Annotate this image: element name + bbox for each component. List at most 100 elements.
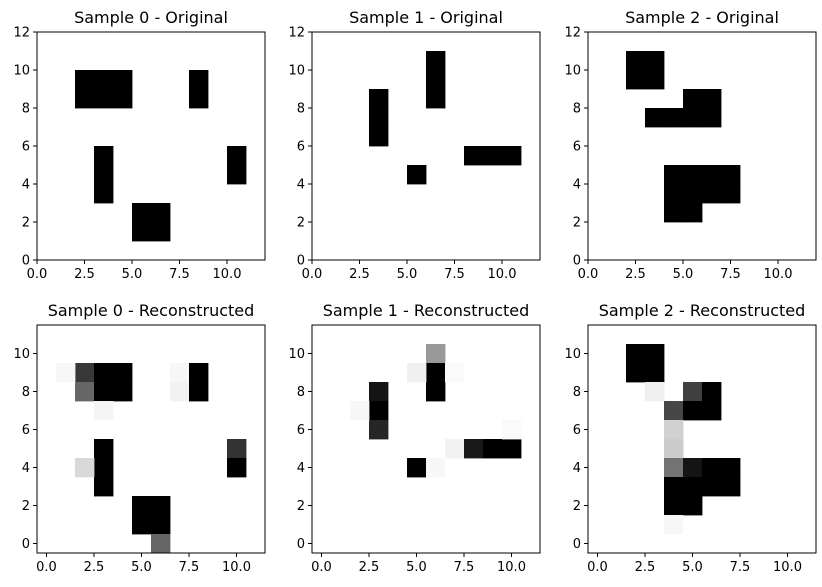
x-tick-label: 0.0 <box>302 267 323 282</box>
chart-panel-5: 0.0 2.5 5.0 7.5 10.0 0 2 4 6 8 10 Sample 2 - Recons… <box>564 301 817 575</box>
y-tick-label: 12 <box>13 26 30 41</box>
heatmap-cell <box>426 344 446 364</box>
x-tick-label: 10.0 <box>488 267 517 282</box>
x-tick-label: 2.5 <box>625 267 646 282</box>
heatmap-cell <box>645 70 665 90</box>
chart-panel-2: 0.0 2.5 5.0 7.5 10.0 0 2 4 6 8 10 12 Sample 2 - Orig… <box>564 8 817 282</box>
heatmap-cell <box>426 89 446 109</box>
heatmap-cell <box>664 458 684 478</box>
heatmap-cell <box>721 184 741 204</box>
axes-frame <box>36 324 266 554</box>
y-tick-label: 10 <box>13 64 30 79</box>
heatmap-cell <box>664 439 684 459</box>
heatmap-cell <box>683 203 703 223</box>
axes-frame <box>587 31 817 261</box>
heatmap-cell <box>94 184 114 204</box>
heatmap-cell <box>56 363 76 383</box>
heatmap-cell <box>426 382 446 402</box>
heatmap-cell <box>94 165 114 185</box>
heatmap-cell <box>664 496 684 516</box>
heatmap-cell <box>702 401 722 421</box>
heatmap-cell <box>702 165 722 185</box>
x-tick-label: 7.5 <box>454 560 475 575</box>
heatmap-cell <box>664 401 684 421</box>
heatmap-cell <box>683 458 703 478</box>
heatmap-cell <box>227 165 247 185</box>
heatmap-cell <box>189 70 209 90</box>
heatmap-cell <box>369 382 389 402</box>
y-tick-label: 4 <box>297 178 305 193</box>
heatmap-cell <box>683 89 703 109</box>
x-tick-label: 10.0 <box>764 267 793 282</box>
x-tick-label: 7.5 <box>444 267 465 282</box>
y-tick-label: 10 <box>288 347 305 362</box>
y-tick-label: 6 <box>297 423 305 438</box>
y-tick-label: 0 <box>297 254 305 269</box>
heatmap-cell <box>721 458 741 478</box>
heatmap-cell <box>94 363 114 383</box>
heatmap-cell <box>75 70 95 90</box>
heatmap-cell <box>132 515 152 535</box>
x-tick-label: 2.5 <box>74 267 95 282</box>
x-tick-label: 5.0 <box>406 560 427 575</box>
chart-title: Sample 2 - Reconstructed <box>599 301 806 320</box>
axes-frame <box>311 324 541 554</box>
heatmap-cell <box>664 184 684 204</box>
heatmap-cell <box>721 165 741 185</box>
heatmap-cell <box>94 458 114 478</box>
y-tick-label: 8 <box>297 385 305 400</box>
heatmap-cell <box>75 382 95 402</box>
x-tick-label: 10.0 <box>213 267 242 282</box>
heatmap-cell <box>350 401 370 421</box>
heatmap-cell <box>702 477 722 497</box>
x-tick-label: 10.0 <box>497 560 526 575</box>
heatmap-cell <box>369 127 389 147</box>
y-tick-label: 4 <box>573 178 581 193</box>
heatmap-cell <box>113 382 133 402</box>
chart-panel-1: 0.0 2.5 5.0 7.5 10.0 0 2 4 6 8 10 12 Sample 1 - Orig… <box>288 8 541 282</box>
heatmap-cell <box>189 89 209 109</box>
heatmap-cell <box>94 477 114 497</box>
heatmap-cell <box>227 146 247 166</box>
heatmap-cell <box>189 382 209 402</box>
heatmap-cell <box>94 89 114 109</box>
heatmap-cell <box>113 70 133 90</box>
heatmap-cell <box>94 382 114 402</box>
y-tick-label: 6 <box>573 423 581 438</box>
x-tick-label: 7.5 <box>720 267 741 282</box>
y-tick-label: 6 <box>22 140 30 155</box>
x-tick-label: 7.5 <box>730 560 751 575</box>
chart-title: Sample 1 - Original <box>349 8 503 27</box>
heatmap-cell <box>407 458 427 478</box>
x-tick-label: 2.5 <box>84 560 105 575</box>
heatmap-cell <box>151 496 171 516</box>
heatmap-cell <box>151 534 171 554</box>
heatmap-cell <box>369 89 389 109</box>
heatmap-cell <box>683 477 703 497</box>
heatmap-cell <box>94 401 114 421</box>
y-tick-label: 8 <box>22 385 30 400</box>
heatmap-cell <box>683 496 703 516</box>
heatmap-cell <box>664 165 684 185</box>
y-tick-label: 0 <box>22 537 30 552</box>
y-tick-label: 2 <box>573 499 581 514</box>
y-tick-label: 2 <box>297 216 305 231</box>
heatmap-cell <box>683 382 703 402</box>
heatmap-cell <box>227 439 247 459</box>
heatmap-cell <box>426 51 446 71</box>
heatmap-cell <box>702 382 722 402</box>
heatmap-cell <box>94 439 114 459</box>
heatmap-cell <box>702 108 722 128</box>
heatmap-cell <box>664 477 684 497</box>
heatmap-cell <box>502 146 522 166</box>
y-tick-label: 6 <box>573 140 581 155</box>
chart-panel-4: 0.0 2.5 5.0 7.5 10.0 0 2 4 6 8 10 Sample 1 - Recons… <box>288 301 541 575</box>
y-tick-label: 2 <box>297 499 305 514</box>
y-tick-label: 6 <box>22 423 30 438</box>
heatmap-cell <box>426 70 446 90</box>
heatmap-cell <box>369 420 389 440</box>
heatmap-cell <box>664 108 684 128</box>
heatmap-cell <box>645 344 665 364</box>
y-tick-label: 8 <box>22 102 30 117</box>
